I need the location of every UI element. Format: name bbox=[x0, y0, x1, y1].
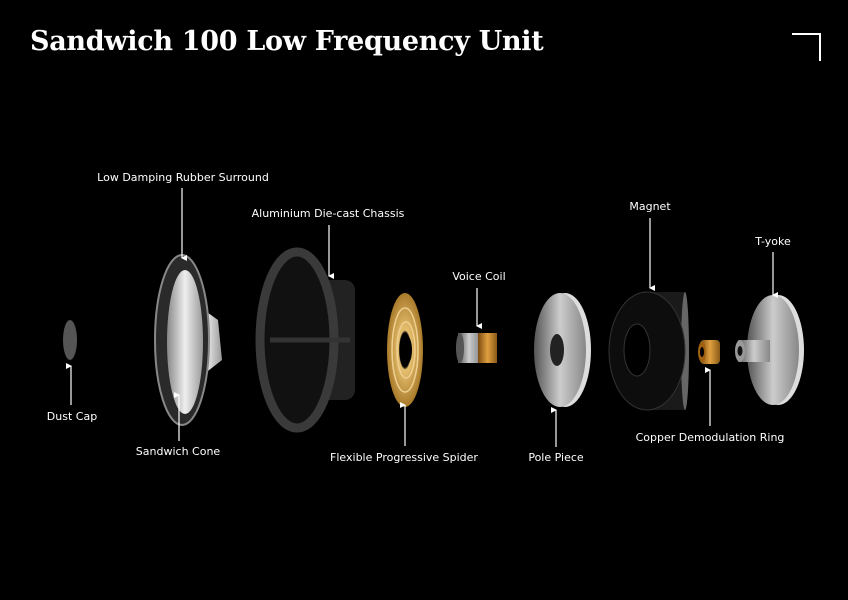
page-title: Sandwich 100 Low Frequency Unit bbox=[30, 26, 544, 57]
label-pole-piece: Pole Piece bbox=[528, 451, 584, 464]
copper-ring-part bbox=[698, 340, 720, 364]
label-cone: Sandwich Cone bbox=[135, 445, 221, 458]
label-t-yoke: T-yoke bbox=[755, 235, 791, 248]
t-yoke-part bbox=[735, 295, 804, 405]
cone-part bbox=[154, 254, 222, 426]
corner-bracket-icon bbox=[792, 33, 821, 61]
label-dust-cap: Dust Cap bbox=[46, 410, 98, 423]
label-spider: Flexible Progressive Spider bbox=[330, 451, 478, 464]
chassis-part bbox=[255, 247, 355, 433]
pole-piece-part bbox=[534, 293, 591, 407]
voice-coil-part bbox=[456, 333, 497, 363]
magnet-part bbox=[608, 291, 689, 411]
pointer-arrows bbox=[66, 188, 778, 447]
label-surround: Low Damping Rubber Surround bbox=[97, 171, 269, 184]
label-magnet: Magnet bbox=[629, 200, 671, 213]
label-chassis: Aluminium Die-cast Chassis bbox=[251, 207, 405, 220]
spider-part bbox=[387, 293, 423, 407]
label-copper-ring: Copper Demodulation Ring bbox=[635, 431, 785, 444]
label-voice-coil: Voice Coil bbox=[452, 270, 506, 283]
dust-cap-part bbox=[63, 320, 77, 360]
